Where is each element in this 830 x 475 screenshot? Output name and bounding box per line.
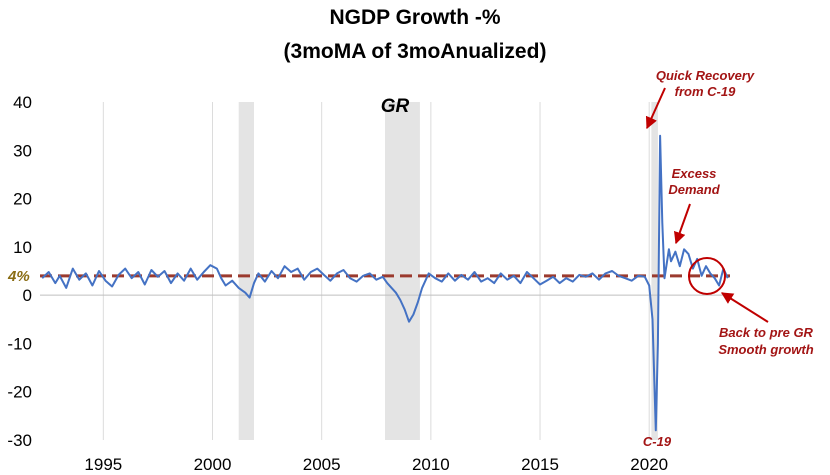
recession-bands [238, 102, 658, 440]
x-tick-label: 1995 [84, 455, 122, 474]
x-axis-ticks: 1995 2000 2005 2010 2015 2020 [84, 455, 668, 474]
annotation-gr: GR [381, 96, 410, 117]
annotation-back-to-pre-gr: Smooth growth [718, 342, 813, 357]
recession-band-1 [385, 102, 420, 440]
y-tick-label: 40 [13, 93, 32, 112]
annotation-excess-demand: Excess [672, 166, 717, 181]
x-tick-label: 2015 [521, 455, 559, 474]
y-tick-label: -30 [7, 431, 32, 450]
x-tick-label: 2010 [412, 455, 450, 474]
y-tick-label: -20 [7, 383, 32, 402]
y-tick-label: 20 [13, 190, 32, 209]
series-lines [41, 134, 729, 432]
chart-subtitle: (3moMA of 3moAnualized) [283, 40, 547, 63]
reference-line-label: 4% [7, 268, 30, 285]
y-tick-label: -10 [7, 334, 32, 353]
annotation-c19: C-19 [643, 434, 672, 449]
annotation-quick-recovery: Quick Recovery [656, 68, 755, 83]
y-tick-label: 30 [13, 141, 32, 160]
y-tick-label: 0 [23, 286, 32, 305]
recession-band-2 [651, 102, 658, 440]
y-axis-ticks: 40 30 20 10 0 -10 -20 -30 [7, 93, 32, 450]
annotation-back-to-pre-gr: Back to pre GR [719, 325, 814, 340]
x-tick-label: 2000 [194, 455, 232, 474]
series-line-0 [41, 134, 729, 432]
vertical-gridlines [102, 102, 650, 440]
chart-title: NGDP Growth -% [329, 6, 501, 29]
smooth-growth-circle [688, 257, 726, 295]
y-tick-label: 10 [13, 238, 32, 257]
recession-band-0 [238, 102, 254, 440]
x-tick-label: 2020 [630, 455, 668, 474]
arrow-quick-recovery [645, 87, 666, 130]
x-tick-label: 2005 [303, 455, 341, 474]
arrow-excess-demand [674, 203, 691, 245]
reference-line: 4% [7, 268, 730, 285]
arrow-back-to-pre-gr [720, 292, 769, 323]
annotation-quick-recovery: from C-19 [675, 84, 736, 99]
annotation-excess-demand: Demand [668, 182, 720, 197]
